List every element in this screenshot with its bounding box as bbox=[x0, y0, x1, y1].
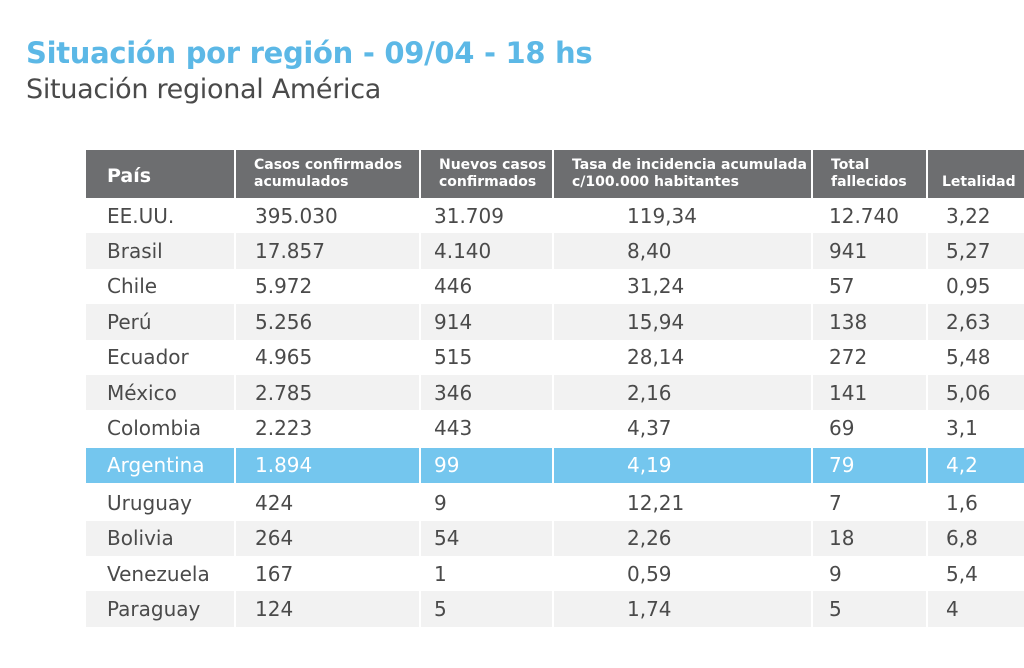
cell-lethality: 2,63 bbox=[928, 304, 1024, 340]
cell-confirmed: 17.857 bbox=[236, 233, 419, 269]
table-row: México 2.785 346 2,16 141 5,06 bbox=[86, 374, 1024, 411]
cell-lethality: 5,06 bbox=[928, 374, 1024, 411]
cell-new: 31.709 bbox=[421, 198, 552, 234]
page-title: Situación por región - 09/04 - 18 hs bbox=[26, 36, 593, 70]
cell-country: Bolivia bbox=[86, 520, 234, 556]
cell-country: Paraguay bbox=[86, 591, 234, 627]
cell-deaths: 12.740 bbox=[813, 198, 926, 234]
cell-lethality: 1,6 bbox=[928, 485, 1024, 521]
cell-deaths: 141 bbox=[813, 374, 926, 411]
cell-confirmed: 264 bbox=[236, 520, 419, 556]
table-row: Ecuador 4.965 515 28,14 272 5,48 bbox=[86, 339, 1024, 375]
cell-country: Colombia bbox=[86, 410, 234, 446]
cell-incidence: 4,37 bbox=[554, 410, 811, 446]
cell-incidence: 2,16 bbox=[554, 374, 811, 411]
cell-country: Perú bbox=[86, 304, 234, 340]
cell-country: EE.UU. bbox=[86, 198, 234, 234]
table-row: Venezuela 167 1 0,59 9 5,4 bbox=[86, 555, 1024, 592]
cell-incidence: 31,24 bbox=[554, 268, 811, 305]
header-lethality: Letalidad bbox=[928, 150, 1024, 198]
cell-incidence: 12,21 bbox=[554, 485, 811, 521]
cell-deaths: 272 bbox=[813, 339, 926, 375]
table-row: Paraguay 124 5 1,74 5 4 bbox=[86, 591, 1024, 627]
cell-lethality: 5,27 bbox=[928, 233, 1024, 269]
header-total-deaths: Total fallecidos bbox=[813, 150, 926, 198]
cell-deaths: 79 bbox=[813, 447, 926, 484]
cell-lethality: 3,1 bbox=[928, 410, 1024, 446]
table-header-row: País Casos confirmados acumulados Nuevos… bbox=[86, 150, 1024, 198]
cell-confirmed: 424 bbox=[236, 485, 419, 521]
cell-confirmed: 1.894 bbox=[236, 447, 419, 484]
header-new-cases: Nuevos casos confirmados bbox=[421, 150, 552, 198]
header-country: País bbox=[86, 150, 234, 198]
table-row: Colombia 2.223 443 4,37 69 3,1 bbox=[86, 410, 1024, 446]
region-table: País Casos confirmados acumulados Nuevos… bbox=[86, 150, 1024, 627]
cell-lethality: 0,95 bbox=[928, 268, 1024, 305]
cell-lethality: 5,48 bbox=[928, 339, 1024, 375]
cell-lethality: 3,22 bbox=[928, 198, 1024, 234]
cell-country: Uruguay bbox=[86, 485, 234, 521]
cell-confirmed: 124 bbox=[236, 591, 419, 627]
cell-confirmed: 2.223 bbox=[236, 410, 419, 446]
cell-country: Brasil bbox=[86, 233, 234, 269]
cell-confirmed: 167 bbox=[236, 555, 419, 592]
cell-incidence: 2,26 bbox=[554, 520, 811, 556]
cell-country: Chile bbox=[86, 268, 234, 305]
table-row-highlighted: Argentina 1.894 99 4,19 79 4,2 bbox=[86, 447, 1024, 484]
cell-deaths: 9 bbox=[813, 555, 926, 592]
cell-confirmed: 395.030 bbox=[236, 198, 419, 234]
table-row: EE.UU. 395.030 31.709 119,34 12.740 3,22 bbox=[86, 198, 1024, 234]
cell-confirmed: 5.972 bbox=[236, 268, 419, 305]
cell-new: 1 bbox=[421, 555, 552, 592]
cell-new: 443 bbox=[421, 410, 552, 446]
cell-incidence: 8,40 bbox=[554, 233, 811, 269]
cell-new: 5 bbox=[421, 591, 552, 627]
cell-deaths: 57 bbox=[813, 268, 926, 305]
cell-confirmed: 4.965 bbox=[236, 339, 419, 375]
cell-country: Ecuador bbox=[86, 339, 234, 375]
cell-deaths: 18 bbox=[813, 520, 926, 556]
table-row: Perú 5.256 914 15,94 138 2,63 bbox=[86, 304, 1024, 340]
cell-confirmed: 5.256 bbox=[236, 304, 419, 340]
cell-new: 914 bbox=[421, 304, 552, 340]
cell-new: 446 bbox=[421, 268, 552, 305]
cell-country: Argentina bbox=[86, 447, 234, 484]
cell-deaths: 941 bbox=[813, 233, 926, 269]
cell-incidence: 119,34 bbox=[554, 198, 811, 234]
cell-lethality: 4 bbox=[928, 591, 1024, 627]
cell-incidence: 15,94 bbox=[554, 304, 811, 340]
cell-new: 4.140 bbox=[421, 233, 552, 269]
cell-lethality: 6,8 bbox=[928, 520, 1024, 556]
cell-country: México bbox=[86, 374, 234, 411]
cell-deaths: 138 bbox=[813, 304, 926, 340]
cell-incidence: 0,59 bbox=[554, 555, 811, 592]
table-row: Brasil 17.857 4.140 8,40 941 5,27 bbox=[86, 233, 1024, 269]
cell-incidence: 1,74 bbox=[554, 591, 811, 627]
table-row: Chile 5.972 446 31,24 57 0,95 bbox=[86, 268, 1024, 305]
cell-incidence: 4,19 bbox=[554, 447, 811, 484]
cell-country: Venezuela bbox=[86, 555, 234, 592]
cell-deaths: 7 bbox=[813, 485, 926, 521]
table-row: Uruguay 424 9 12,21 7 1,6 bbox=[86, 485, 1024, 521]
header-incidence-rate: Tasa de incidencia acumulada c/100.000 h… bbox=[554, 150, 811, 198]
cell-lethality: 4,2 bbox=[928, 447, 1024, 484]
cell-confirmed: 2.785 bbox=[236, 374, 419, 411]
header-confirmed-cases: Casos confirmados acumulados bbox=[236, 150, 419, 198]
cell-lethality: 5,4 bbox=[928, 555, 1024, 592]
cell-new: 9 bbox=[421, 485, 552, 521]
cell-new: 515 bbox=[421, 339, 552, 375]
cell-deaths: 69 bbox=[813, 410, 926, 446]
cell-new: 54 bbox=[421, 520, 552, 556]
cell-new: 99 bbox=[421, 447, 552, 484]
table-row: Bolivia 264 54 2,26 18 6,8 bbox=[86, 520, 1024, 556]
cell-new: 346 bbox=[421, 374, 552, 411]
cell-deaths: 5 bbox=[813, 591, 926, 627]
cell-incidence: 28,14 bbox=[554, 339, 811, 375]
page-subtitle: Situación regional América bbox=[26, 74, 382, 105]
